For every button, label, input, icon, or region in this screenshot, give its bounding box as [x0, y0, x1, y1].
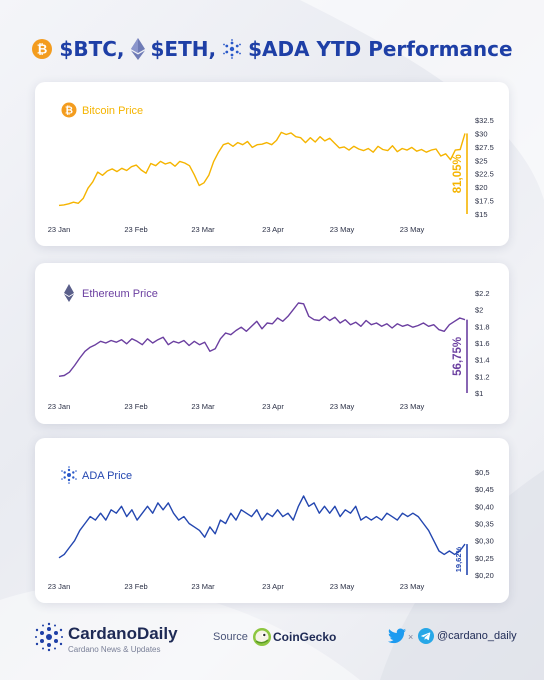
- x-tick-label: 23 May: [330, 225, 355, 234]
- y-tick-label: $0,45: [475, 485, 494, 494]
- social-separator: ×: [408, 632, 414, 642]
- ethereum-chart: Ethereum Price $1 $1.2 $1.4 $1.6 $1.8 $2 $2.2 23…: [48, 284, 490, 411]
- x-tick-label: 23 Apr: [262, 582, 284, 591]
- x-tick-label: 23 May: [330, 402, 355, 411]
- y-tick-label: $22.5: [475, 170, 494, 179]
- y-tick-label: $1.6: [475, 339, 490, 348]
- ada-chart-icon: [61, 466, 77, 484]
- bitcoin-chart-title: Bitcoin Price: [82, 105, 143, 117]
- title-ada: $ADA YTD Performance: [248, 37, 513, 61]
- bitcoin-chart-card: ₿ Bitcoin Price $15 $17.5 $20 $22.5 $25 $27.5 $3…: [35, 82, 509, 246]
- y-tick-label: $2: [475, 306, 483, 315]
- svg-text:₿: ₿: [65, 105, 73, 117]
- cardano-icon: [222, 39, 242, 59]
- ethereum-chart-title: Ethereum Price: [82, 288, 158, 300]
- x-tick-label: 23 May: [400, 582, 425, 591]
- x-tick-label: 23 Mar: [191, 582, 215, 591]
- ethereum-chart-card: Ethereum Price $1 $1.2 $1.4 $1.6 $1.8 $2 $2.2 23…: [35, 263, 509, 424]
- coingecko-name: CoinGecko: [273, 630, 337, 644]
- y-tick-label: $0,25: [475, 554, 494, 563]
- ada-chart-title: ADA Price: [82, 470, 132, 482]
- bitcoin-icon: ₿: [31, 38, 53, 60]
- svg-text:₿: ₿: [37, 43, 48, 58]
- bitcoin-price-line: [58, 131, 466, 207]
- title-eth: $ETH,: [150, 37, 217, 61]
- x-tick-label: 23 May: [400, 225, 425, 234]
- x-tick-label: 23 Jan: [48, 402, 71, 411]
- bitcoin-chart-icon: ₿: [61, 102, 77, 118]
- source-label: Source: [213, 631, 248, 643]
- x-tick-label: 23 Mar: [191, 225, 215, 234]
- x-tick-label: 23 Mar: [191, 402, 215, 411]
- y-tick-label: $0,35: [475, 520, 494, 529]
- y-tick-label: $1: [475, 389, 483, 398]
- ethereum-price-line: [58, 302, 466, 377]
- x-tick-label: 23 Apr: [262, 402, 284, 411]
- ada-price-line: [58, 495, 466, 559]
- y-tick-label: $0,20: [475, 571, 494, 580]
- x-tick-label: 23 Apr: [262, 225, 284, 234]
- ada-chart-card: ADA Price $0,20 $0,25 $0,30 $0,35 $0,40 $0,45 $…: [35, 438, 509, 603]
- bitcoin-change-label: 81,05%: [452, 154, 464, 193]
- ada-change-label: 19,62%: [454, 547, 463, 573]
- brand-tagline: Cardano News & Updates: [68, 645, 161, 654]
- y-tick-label: $15: [475, 210, 488, 219]
- y-tick-label: $1.8: [475, 322, 490, 331]
- y-tick-label: $17.5: [475, 197, 494, 206]
- x-tick-label: 23 May: [330, 582, 355, 591]
- x-tick-label: 23 Feb: [124, 402, 147, 411]
- x-tick-label: 23 Jan: [48, 582, 71, 591]
- brand-name: CardanoDaily: [68, 624, 178, 643]
- twitter-icon[interactable]: [388, 628, 406, 644]
- title-btc: $BTC,: [59, 37, 125, 61]
- y-tick-label: $30: [475, 129, 488, 138]
- y-tick-label: $25: [475, 156, 488, 165]
- ethereum-chart-icon: [64, 284, 74, 302]
- telegram-icon[interactable]: [418, 628, 434, 644]
- y-tick-label: $27.5: [475, 143, 494, 152]
- y-tick-label: $0,40: [475, 502, 494, 511]
- x-tick-label: 23 Feb: [124, 582, 147, 591]
- page-title: ₿ $BTC, $ETH, $ADA YTD Performance: [0, 34, 544, 64]
- ethereum-icon: [130, 38, 145, 60]
- y-tick-label: $1.2: [475, 372, 490, 381]
- ethereum-change-label: 56,75%: [452, 337, 464, 376]
- y-tick-label: $20: [475, 183, 488, 192]
- y-tick-label: $1.4: [475, 356, 490, 365]
- ada-chart: ADA Price $0,20 $0,25 $0,30 $0,35 $0,40 $0,45 $…: [48, 466, 494, 591]
- y-tick-label: $0,5: [475, 468, 490, 477]
- x-tick-label: 23 Jan: [48, 225, 71, 234]
- cardano-daily-logo-icon: [35, 622, 63, 652]
- y-tick-label: $32.5: [475, 116, 494, 125]
- social-handle[interactable]: @cardano_daily: [437, 630, 517, 642]
- x-tick-label: 23 May: [400, 402, 425, 411]
- y-tick-label: $0,30: [475, 537, 494, 546]
- coingecko-icon: [253, 628, 271, 646]
- bitcoin-chart: ₿ Bitcoin Price $15 $17.5 $20 $22.5 $25 $27.5 $3…: [48, 102, 494, 234]
- y-tick-label: $2.2: [475, 289, 490, 298]
- x-tick-label: 23 Feb: [124, 225, 147, 234]
